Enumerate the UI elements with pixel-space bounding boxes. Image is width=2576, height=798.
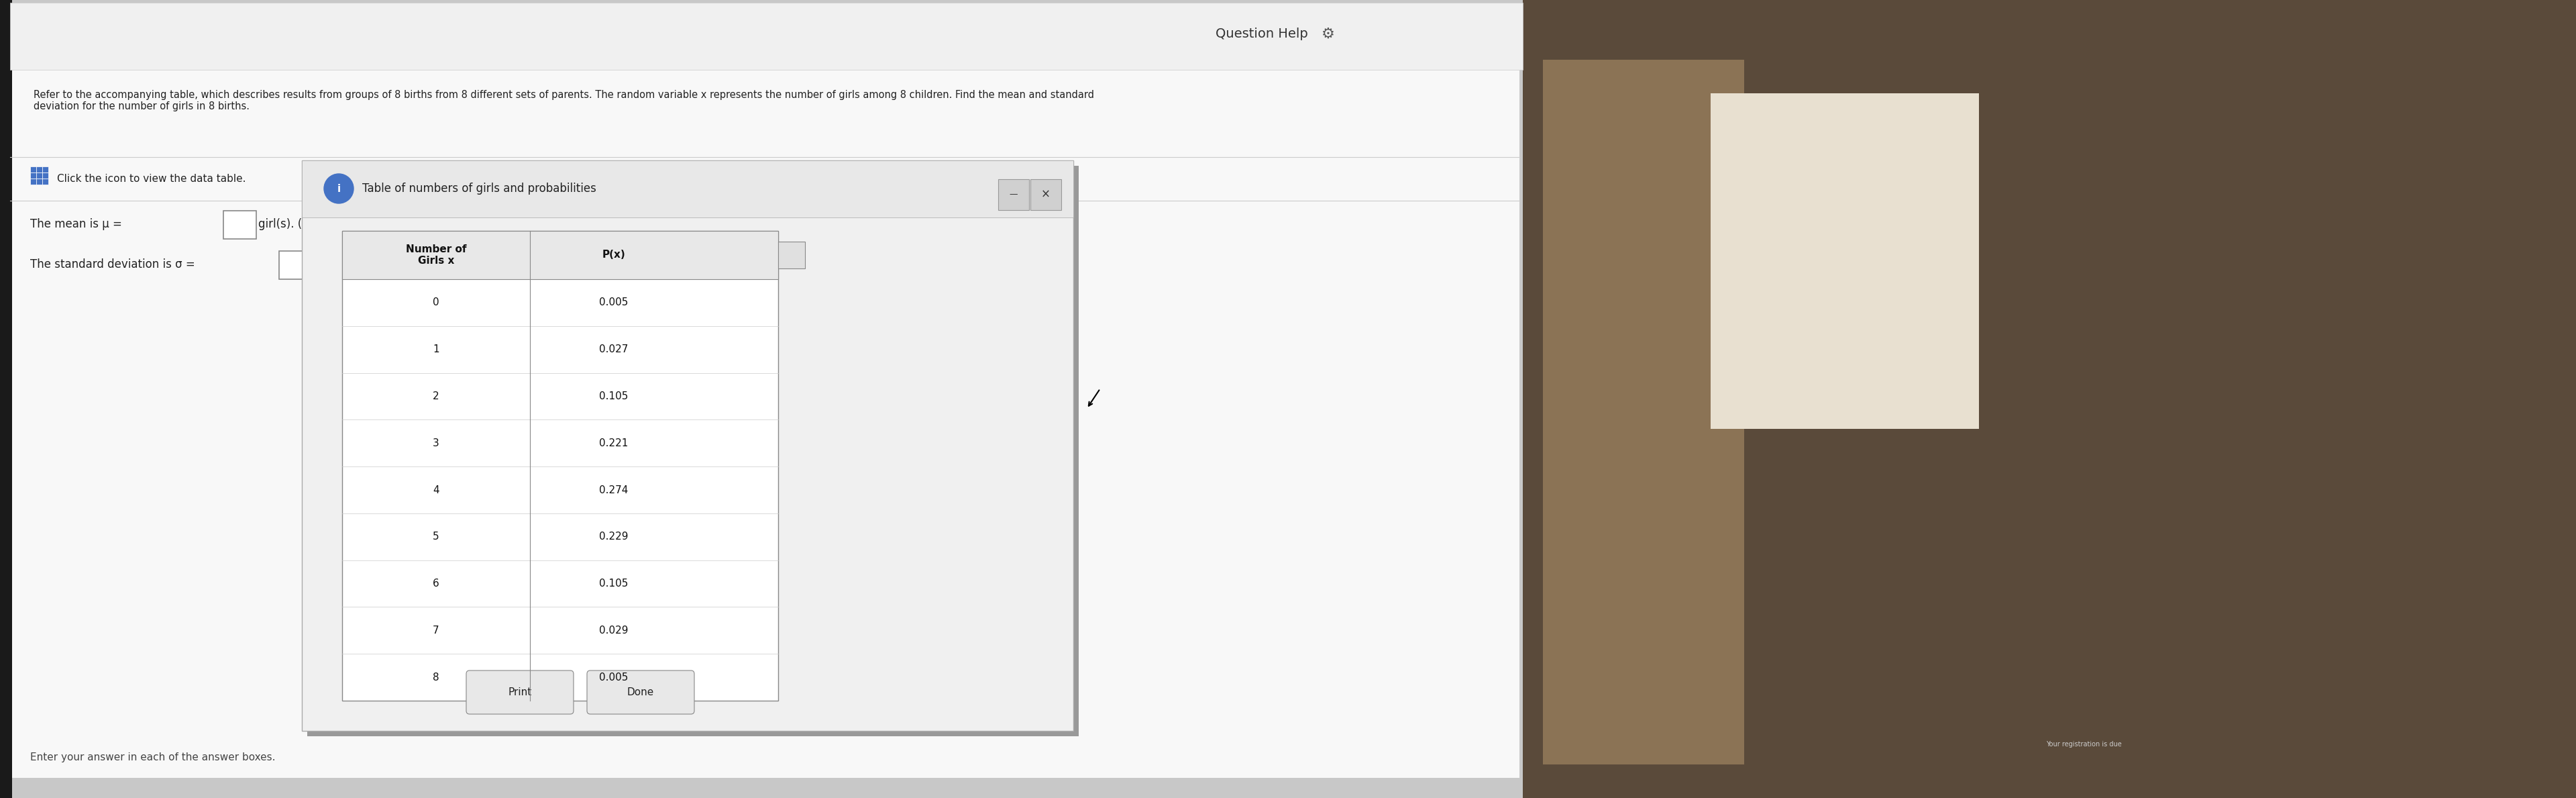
FancyBboxPatch shape (31, 166, 36, 172)
FancyBboxPatch shape (999, 180, 1028, 210)
Text: Enter your answer in each of the answer boxes.: Enter your answer in each of the answer … (31, 753, 276, 763)
Text: 0.027: 0.027 (600, 345, 629, 354)
FancyBboxPatch shape (1522, 0, 2576, 798)
Text: Print: Print (507, 687, 531, 697)
Text: 0.221: 0.221 (600, 438, 629, 448)
Text: girl(s). (Round to one decimal place as needed.): girl(s). (Round to one decimal place as … (258, 218, 526, 230)
FancyBboxPatch shape (1543, 60, 1744, 764)
Text: 0.005: 0.005 (600, 672, 629, 682)
FancyBboxPatch shape (0, 0, 13, 798)
Text: 8: 8 (433, 672, 440, 682)
FancyBboxPatch shape (10, 2, 1522, 69)
FancyBboxPatch shape (31, 172, 36, 178)
FancyBboxPatch shape (36, 172, 41, 178)
FancyBboxPatch shape (466, 670, 574, 714)
FancyBboxPatch shape (1030, 180, 1061, 210)
Text: 0.229: 0.229 (600, 531, 629, 542)
Text: 1: 1 (433, 345, 440, 354)
Text: P(x): P(x) (603, 250, 626, 260)
Text: ×: × (1041, 188, 1051, 200)
Text: 4: 4 (433, 485, 440, 495)
Text: 2: 2 (433, 391, 440, 401)
Text: 0.005: 0.005 (600, 298, 629, 308)
FancyBboxPatch shape (36, 166, 41, 172)
Text: 7: 7 (433, 626, 440, 635)
FancyBboxPatch shape (587, 670, 696, 714)
Text: Click the icon to view the data table.: Click the icon to view the data table. (57, 174, 245, 184)
FancyBboxPatch shape (41, 166, 49, 172)
Text: 3: 3 (433, 438, 440, 448)
FancyBboxPatch shape (343, 231, 778, 701)
Text: ⚙: ⚙ (1321, 27, 1334, 41)
FancyBboxPatch shape (224, 211, 255, 239)
Text: —: — (1010, 190, 1018, 199)
Text: The standard deviation is σ =: The standard deviation is σ = (31, 259, 196, 271)
Text: The mean is μ =: The mean is μ = (31, 218, 121, 230)
Text: 0.274: 0.274 (600, 485, 629, 495)
FancyBboxPatch shape (301, 160, 1074, 731)
Text: 5: 5 (433, 531, 440, 542)
FancyBboxPatch shape (278, 251, 312, 279)
FancyBboxPatch shape (10, 13, 1520, 778)
Text: 0.029: 0.029 (600, 626, 629, 635)
Text: i: i (337, 184, 340, 194)
FancyBboxPatch shape (778, 242, 804, 268)
FancyBboxPatch shape (36, 178, 41, 184)
FancyBboxPatch shape (307, 166, 1079, 737)
Text: Done: Done (626, 687, 654, 697)
FancyBboxPatch shape (1710, 93, 1978, 429)
FancyBboxPatch shape (343, 231, 778, 279)
Text: Refer to the accompanying table, which describes results from groups of 8 births: Refer to the accompanying table, which d… (33, 90, 1095, 112)
Text: girl(s). (Round to one decimal place as needed.): girl(s). (Round to one decimal place as … (314, 259, 582, 271)
FancyBboxPatch shape (301, 160, 1074, 217)
Text: 0.105: 0.105 (600, 579, 629, 589)
Circle shape (325, 174, 353, 203)
Text: 0.105: 0.105 (600, 391, 629, 401)
Text: 6: 6 (433, 579, 440, 589)
Text: Question Help: Question Help (1216, 28, 1309, 41)
Text: Number of
Girls x: Number of Girls x (404, 244, 466, 266)
FancyBboxPatch shape (41, 172, 49, 178)
Text: Your registration is due: Your registration is due (2045, 741, 2123, 748)
FancyBboxPatch shape (41, 178, 49, 184)
Text: 0: 0 (433, 298, 440, 308)
Text: Table of numbers of girls and probabilities: Table of numbers of girls and probabilit… (363, 183, 595, 195)
FancyBboxPatch shape (31, 178, 36, 184)
